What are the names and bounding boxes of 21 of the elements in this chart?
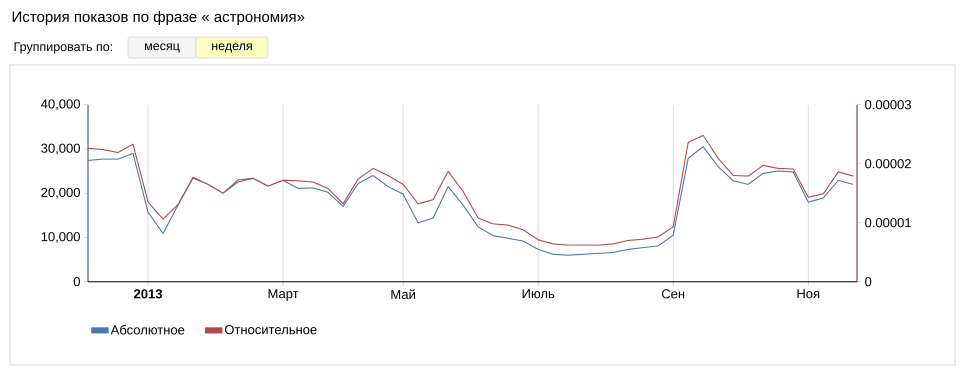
legend-label: Относительное	[224, 325, 317, 334]
x-tick-label: Май	[391, 289, 415, 300]
y-tick-label: 40,000	[41, 99, 80, 110]
x-tick-label: Июль	[522, 289, 554, 298]
text: месяц	[145, 43, 180, 53]
legend-label: Абсолютное	[110, 324, 184, 334]
x-tick-label: Март	[268, 289, 298, 301]
x-tick-label: 2013	[134, 289, 162, 298]
x-tick-label: Сен	[662, 289, 684, 298]
text: Группировать по:	[14, 42, 112, 54]
y-tick-label: 30,000	[41, 144, 80, 154]
y2-tick-label: 0	[865, 277, 872, 286]
y-tick-label: 0	[74, 277, 80, 286]
text: неделя	[212, 43, 252, 53]
y2-tick-label: 0.00001	[865, 218, 911, 228]
x-tick-label: Ноя	[797, 289, 820, 298]
y-tick-label: 20,000	[41, 188, 80, 199]
y-tick-label: 10,000	[42, 232, 80, 243]
chart-title: История показов по фразе « астрономия»	[12, 11, 304, 25]
y2-tick-label: 0.00002	[865, 159, 911, 168]
y2-tick-label: 0.00003	[865, 100, 911, 110]
